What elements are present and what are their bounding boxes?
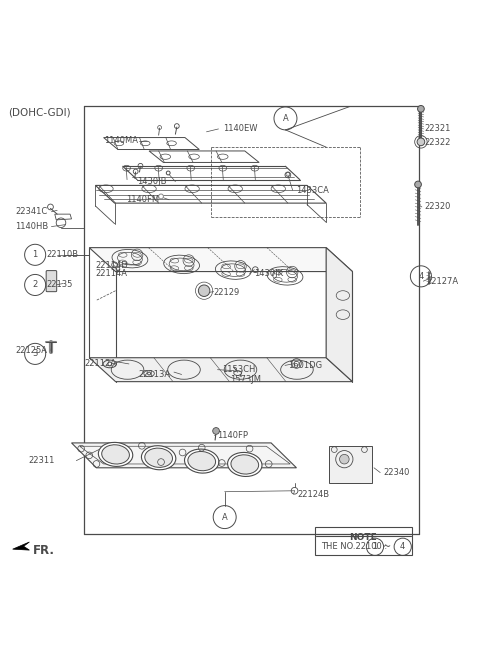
Text: 22340: 22340: [384, 468, 410, 477]
Text: 2: 2: [33, 280, 38, 290]
Text: A: A: [283, 114, 288, 123]
Text: 22135: 22135: [46, 280, 72, 290]
Circle shape: [417, 138, 425, 145]
Ellipse shape: [145, 448, 172, 467]
Text: NOTE: NOTE: [349, 533, 377, 542]
Text: 1: 1: [372, 542, 378, 551]
Ellipse shape: [184, 449, 219, 473]
Ellipse shape: [142, 445, 176, 470]
Text: 1601DG: 1601DG: [288, 361, 322, 370]
Text: A: A: [222, 513, 228, 522]
Circle shape: [108, 362, 112, 366]
Polygon shape: [72, 443, 297, 468]
Text: 1140HB: 1140HB: [15, 222, 48, 231]
Text: 22114A: 22114A: [96, 268, 128, 278]
Ellipse shape: [98, 442, 133, 467]
Text: 1433CA: 1433CA: [297, 186, 329, 195]
Text: ~: ~: [384, 542, 392, 552]
Ellipse shape: [102, 445, 130, 464]
Text: 1153CH: 1153CH: [222, 365, 255, 374]
Text: 4: 4: [418, 272, 423, 281]
Circle shape: [158, 194, 163, 199]
Polygon shape: [89, 358, 352, 382]
Circle shape: [415, 181, 421, 188]
Text: 1573JM: 1573JM: [230, 375, 262, 384]
Text: 22125A: 22125A: [15, 346, 47, 355]
Circle shape: [148, 372, 151, 375]
Text: 22129: 22129: [214, 288, 240, 297]
Polygon shape: [12, 542, 29, 550]
Circle shape: [213, 428, 219, 434]
Text: 22124B: 22124B: [298, 490, 330, 499]
Text: 3: 3: [33, 349, 38, 359]
Circle shape: [166, 171, 170, 175]
Text: 22341C: 22341C: [15, 207, 48, 216]
Text: 1430JK: 1430JK: [254, 269, 284, 278]
Polygon shape: [328, 446, 372, 483]
Text: 22321: 22321: [424, 124, 451, 134]
Ellipse shape: [228, 453, 262, 476]
Text: 4: 4: [400, 542, 405, 551]
Ellipse shape: [231, 455, 259, 474]
Circle shape: [198, 285, 210, 297]
Text: 1140EW: 1140EW: [223, 124, 258, 134]
Text: 22114D: 22114D: [96, 261, 128, 270]
Circle shape: [418, 105, 424, 113]
Text: (DOHC-GDI): (DOHC-GDI): [8, 107, 71, 117]
Polygon shape: [326, 247, 352, 382]
Text: 22110B: 22110B: [46, 250, 78, 259]
Text: FR.: FR.: [33, 544, 55, 557]
Text: 22112A: 22112A: [84, 359, 117, 368]
Text: 1430JB: 1430JB: [137, 177, 167, 186]
Text: THE NO.22100 :: THE NO.22100 :: [322, 542, 387, 551]
Circle shape: [294, 361, 299, 366]
Text: 22113A: 22113A: [138, 370, 170, 379]
Text: 1140FP: 1140FP: [217, 431, 249, 440]
Text: 1140FM: 1140FM: [126, 195, 159, 204]
Text: 1140MA: 1140MA: [104, 136, 138, 145]
Ellipse shape: [188, 451, 216, 470]
Text: 22127A: 22127A: [427, 276, 459, 286]
Text: 22322: 22322: [424, 138, 451, 147]
Circle shape: [339, 455, 349, 464]
Polygon shape: [89, 247, 352, 272]
Text: 1: 1: [33, 250, 38, 259]
FancyBboxPatch shape: [46, 270, 57, 291]
Text: 22311: 22311: [28, 456, 55, 465]
Text: 22320: 22320: [424, 203, 451, 211]
